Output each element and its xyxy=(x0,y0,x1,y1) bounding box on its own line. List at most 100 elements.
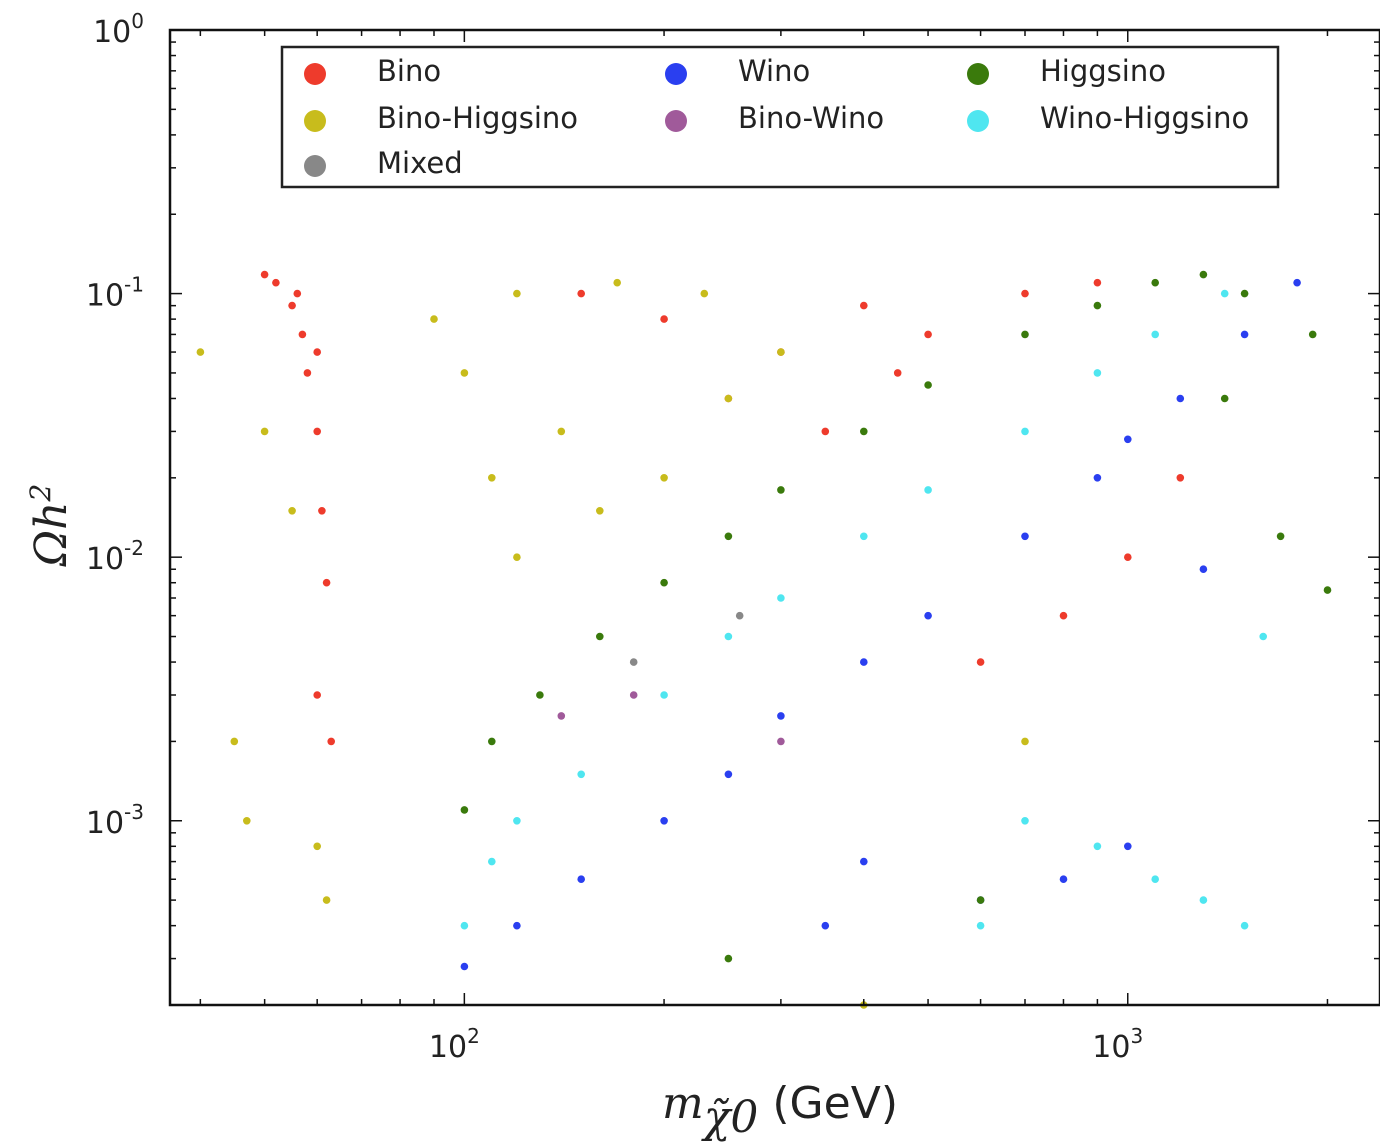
point-wino-higgsino-18 xyxy=(1021,817,1029,825)
point-wino-higgsino-17 xyxy=(1093,842,1102,851)
legend-entry-wino-higgsino: Wino-Higgsino xyxy=(967,101,1249,135)
point-bino-15 xyxy=(860,301,868,310)
x-axis-label: mχ̃0 (GeV) xyxy=(662,1078,898,1143)
point-bino-higgsino-16 xyxy=(513,289,521,298)
point-bino-higgsino-11 xyxy=(557,427,566,436)
point-wino-11 xyxy=(1176,394,1185,403)
point-bino-wino-2 xyxy=(777,737,785,746)
legend-label: Bino-Higgsino xyxy=(377,101,578,135)
point-wino-13 xyxy=(1293,278,1301,287)
point-higgsino-16 xyxy=(1276,532,1285,541)
point-wino-5 xyxy=(777,712,785,720)
point-wino-higgsino-5 xyxy=(724,632,733,641)
legend-label: Wino-Higgsino xyxy=(1040,101,1249,135)
point-bino-16 xyxy=(924,330,932,339)
point-wino-higgsino-9 xyxy=(1021,427,1029,436)
point-wino-6 xyxy=(860,658,868,666)
point-wino-10 xyxy=(1124,435,1132,444)
point-wino-higgsino-1 xyxy=(488,857,496,866)
point-bino-higgsino-9 xyxy=(488,474,496,482)
point-bino-13 xyxy=(660,315,668,323)
legend: Bino Wino Higgsino Bino-Higgsino Bino-Wino Wi… xyxy=(280,45,1280,189)
point-bino-higgsino-3 xyxy=(260,427,269,436)
point-higgsino-8 xyxy=(924,381,932,389)
point-wino-2 xyxy=(577,875,585,883)
point-higgsino-18 xyxy=(976,896,985,904)
plot-frame xyxy=(168,28,1380,1007)
point-bino-25 xyxy=(1176,474,1185,482)
legend-label: Bino xyxy=(377,54,441,88)
point-higgsino-14 xyxy=(1308,330,1317,339)
point-bino-24 xyxy=(1124,553,1132,561)
legend-label: Bino-Wino xyxy=(738,101,884,135)
point-wino-9 xyxy=(1093,474,1102,482)
point-bino-higgsino-0 xyxy=(196,348,205,356)
point-higgsino-1 xyxy=(488,737,496,746)
point-bino-12 xyxy=(577,289,585,298)
point-higgsino-19 xyxy=(724,954,733,963)
point-bino-higgsino-18 xyxy=(700,289,709,298)
point-wino-0 xyxy=(460,962,469,971)
legend-entry-mixed: Mixed xyxy=(304,146,463,180)
point-wino-higgsino-14 xyxy=(1240,921,1249,930)
x-tick-label: 102 xyxy=(429,1024,480,1065)
point-wino-17 xyxy=(860,857,868,866)
legend-entry-bino: Bino xyxy=(304,54,441,88)
point-mixed-1 xyxy=(735,611,744,620)
point-higgsino-6 xyxy=(777,486,785,494)
point-wino-higgsino-10 xyxy=(1093,369,1102,377)
point-bino-9 xyxy=(327,737,336,746)
point-higgsino-3 xyxy=(596,632,604,641)
point-higgsino-15 xyxy=(1220,394,1229,403)
point-wino-19 xyxy=(1199,565,1208,573)
legend-entry-higgsino: Higgsino xyxy=(967,54,1166,88)
legend-marker xyxy=(665,63,687,85)
point-bino-higgsino-7 xyxy=(430,315,438,323)
point-bino-7 xyxy=(322,578,331,587)
point-bino-higgsino-6 xyxy=(322,896,331,904)
point-bino-18 xyxy=(1093,278,1102,287)
point-higgsino-12 xyxy=(1199,270,1208,279)
point-mixed-0 xyxy=(629,658,638,666)
point-wino-higgsino-11 xyxy=(1151,330,1159,339)
point-bino-22 xyxy=(976,658,985,666)
y-tick-label: 10-2 xyxy=(86,536,144,577)
point-higgsino-11 xyxy=(1151,278,1159,287)
point-higgsino-5 xyxy=(724,532,733,541)
point-wino-7 xyxy=(924,611,932,620)
point-wino-3 xyxy=(660,817,668,825)
scatter-points xyxy=(196,270,1332,1009)
point-wino-8 xyxy=(1021,532,1029,541)
point-wino-4 xyxy=(724,770,733,779)
point-wino-higgsino-13 xyxy=(1259,632,1267,641)
point-wino-higgsino-0 xyxy=(460,921,469,930)
point-bino-23 xyxy=(1059,611,1068,620)
point-wino-higgsino-2 xyxy=(513,817,521,825)
point-wino-14 xyxy=(1124,842,1132,851)
point-wino-higgsino-8 xyxy=(924,486,932,494)
point-bino-wino-0 xyxy=(557,712,566,720)
point-bino-higgsino-8 xyxy=(460,369,469,377)
point-wino-12 xyxy=(1240,330,1249,339)
point-higgsino-9 xyxy=(1021,330,1029,339)
point-wino-higgsino-19 xyxy=(976,921,985,930)
legend-entry-bino-higgsino: Bino-Higgsino xyxy=(304,101,578,135)
legend-marker xyxy=(967,110,989,132)
point-bino-11 xyxy=(293,289,302,298)
legend-entry-bino-wino: Bino-Wino xyxy=(665,101,884,135)
legend-label: Mixed xyxy=(377,146,463,180)
point-bino-2 xyxy=(288,301,296,310)
point-bino-wino-1 xyxy=(629,691,638,699)
point-bino-0 xyxy=(260,270,269,279)
point-bino-17 xyxy=(1021,289,1029,298)
legend-marker xyxy=(304,110,326,132)
point-bino-4 xyxy=(303,369,312,377)
point-higgsino-0 xyxy=(460,806,469,814)
point-wino-higgsino-15 xyxy=(1199,896,1208,904)
point-bino-higgsino-2 xyxy=(243,817,251,825)
point-higgsino-13 xyxy=(1240,289,1249,298)
point-bino-1 xyxy=(272,278,280,287)
point-higgsino-2 xyxy=(536,691,544,699)
point-bino-higgsino-17 xyxy=(613,278,621,287)
